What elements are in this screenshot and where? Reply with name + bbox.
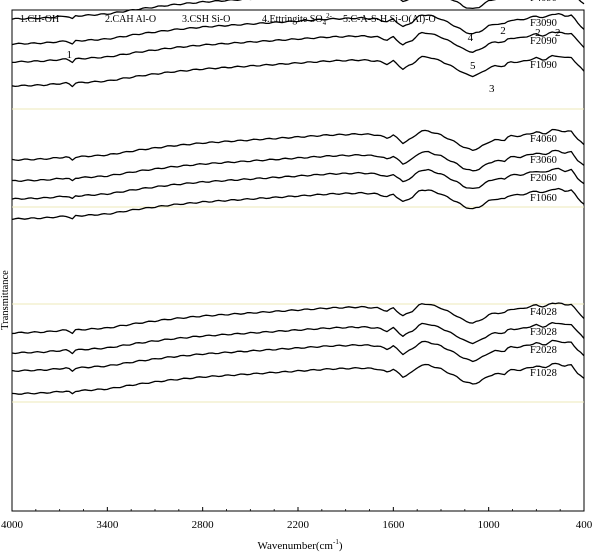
series-line [11,362,585,395]
x-tick-label: 400 [576,519,593,531]
series-label-F1060: F1060 [530,193,557,204]
series-F1060 [11,187,585,221]
series-F1090 [11,54,585,88]
peak-marker: 5 [470,60,476,72]
series-F2090 [12,31,585,64]
plot-frame [11,9,585,512]
series-F3028 [11,321,585,355]
series-label-F4060: F4060 [530,134,557,145]
y-axis-label: Transmittance [0,270,11,330]
series-F4028 [11,302,585,335]
annotation-legend: 1.CH-OH 2.CAH Al-O 3.CSH Si-O 4.Ettringite … [20,12,436,27]
series-line [11,149,585,182]
series-line [11,0,585,20]
x-tick-label: 2800 [192,519,215,531]
series-label-F3028: F3028 [530,327,557,338]
legend-entry: 3.CSH Si-O [182,14,230,25]
x-tick-layer: 4000 3400 2800 2200 1600 1000 400 [1,507,593,531]
series-label-layer: F4090 F3090 F2090 F1090 F4060 F3060 F2060 F1060… [530,0,557,379]
legend-entry: 5.C-A-S-H Si-O(Al)-O [343,14,436,25]
x-tick-label: 3400 [96,519,119,531]
series-line [11,128,585,162]
series-label-F2060: F2060 [530,173,557,184]
legend-entry: 2.CAH Al-O [105,14,156,25]
series-label-F3060: F3060 [530,155,557,166]
series-line [11,167,585,200]
x-tick-label: 1600 [382,519,405,531]
series-label-F4028: F4028 [530,307,557,318]
peak-marker: 4 [468,32,474,44]
series-label-F2090: F2090 [530,36,557,47]
series-label-F1028: F1028 [530,368,557,379]
x-tick-label: 4000 [1,519,24,531]
series-F2060 [11,167,585,200]
series-label-F2028: F2028 [530,345,557,356]
series-F3090 [11,12,585,46]
peak-marker: 1 [66,49,72,61]
series-F2028 [11,339,585,373]
series-line [11,321,585,355]
series-label-F1090: F1090 [530,60,557,71]
plot-border [11,9,585,512]
x-axis-label: Wavenumber(cm-1) [258,538,343,552]
series-line [11,302,585,335]
series-line [11,187,585,221]
legend-entry: 1.CH-OH [20,14,59,25]
series-label-F3090: F3090 [530,18,557,29]
series-line [11,339,585,373]
x-tick-label: 1000 [478,519,501,531]
peak-marker: 2 [555,27,561,39]
peak-marker: 2 [500,25,506,37]
x-tick-label: 2200 [287,519,310,531]
peak-marker: 2 [535,27,541,39]
peak-marker-layer: 1 2 2 2 3 4 5 [66,25,560,95]
series-line [11,54,585,88]
series-F4060 [11,128,585,162]
series-layer [11,0,585,395]
series-F1028 [11,362,585,395]
peak-marker: 3 [489,83,495,95]
series-F3060 [11,149,585,182]
series-label-F4090: F4090 [530,0,557,4]
series-line [11,12,585,46]
series-F4090 [11,0,585,20]
legend-entry: 4.Ettringite SO42- [262,12,333,27]
series-line [12,31,585,64]
